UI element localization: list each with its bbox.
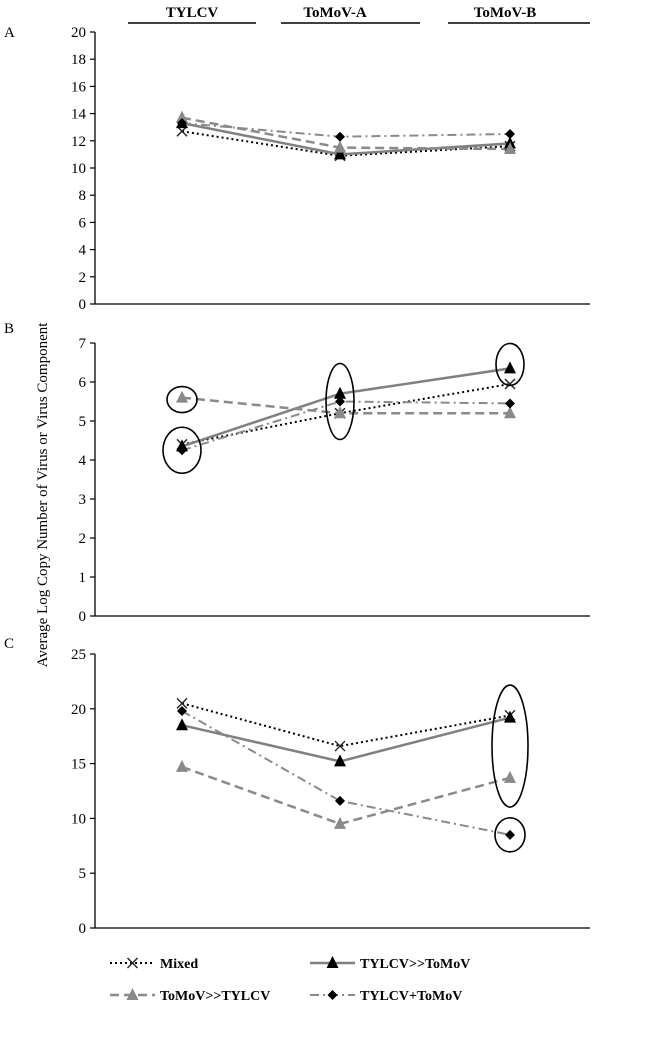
panel-a-point-ty_to-1	[334, 147, 346, 160]
panel-a-point-plus-0	[177, 118, 187, 129]
panel-a-point-to_ty-1	[334, 140, 346, 153]
panel-c-axes: 0 5 10 15 20 25	[71, 647, 590, 937]
panel-b-ytick-label: 1	[79, 570, 87, 586]
panel-c-point-ty_to-1	[334, 754, 346, 767]
panel-a: A 0 2 4 6 8 10 12 14 16 18 20	[4, 25, 590, 313]
panel-a-axes: 0 2 4 6 8 10 12 14 16 18 20	[71, 25, 590, 313]
panel-c-point-to_ty-2	[504, 770, 516, 783]
panel-a-ytick-label: 0	[79, 297, 87, 313]
panel-b-point-to_ty-0	[176, 390, 188, 403]
panel-b-point-mixed-2-stroke	[504, 378, 516, 390]
legend: Mixed TYLCV>>ToMoV ToMoV>>TYLCV TYLCV+ToMoV	[110, 956, 470, 1004]
panel-b-highlight-ellipse	[162, 426, 202, 475]
panel-b-point-to_ty-2	[504, 406, 516, 419]
panel-b-point-plus-0	[177, 445, 187, 456]
panel-c-ytick-label: 0	[79, 921, 87, 937]
panel-b-ytick-label: 2	[79, 531, 87, 547]
panel-c-ytick-label: 15	[71, 757, 86, 773]
legend-item-mixed: Mixed	[110, 957, 198, 972]
panel-a-ytick-label: 16	[71, 79, 87, 95]
panel-c-highlight-ellipse	[491, 684, 529, 808]
panel-c-marks	[176, 684, 529, 853]
panel-b-ytick-label: 5	[79, 414, 87, 430]
legend-item-ty_to-swatch-marker	[326, 956, 339, 968]
panel-a-ytick-label: 14	[71, 107, 87, 123]
panel-a-point-to_ty-2	[504, 141, 516, 154]
panel-c-ytick-label: 5	[79, 866, 87, 882]
legend-item-plus-label: TYLCV+ToMoV	[360, 989, 462, 1004]
panel-b-point-ty_to-2	[504, 361, 516, 374]
panel-b-ytick-label: 0	[79, 609, 87, 625]
legend-item-to_ty-label: ToMoV>>TYLCV	[160, 989, 270, 1004]
legend-item-plus-swatch-marker	[327, 990, 338, 1000]
panel-b-marks	[162, 342, 525, 475]
panel-b-point-ty_to-1	[334, 386, 346, 399]
panel-a-ytick-label: 18	[71, 52, 86, 68]
legend-item-ty_to: TYLCV>>ToMoV	[310, 956, 470, 972]
panel-b-axes: 0 1 2 3 4 5 6 7	[79, 336, 590, 625]
panel-b-highlight-ellipse	[166, 385, 198, 414]
panel-c-point-ty_to-0	[176, 718, 188, 731]
panel-c-series-line-mixed	[181, 702, 511, 748]
legend-item-plus: TYLCV+ToMoV	[310, 989, 462, 1004]
panel-a-ytick-label: 8	[79, 188, 87, 204]
panel-c-point-mixed-1-stroke	[334, 740, 346, 752]
legend-item-to_ty: ToMoV>>TYLCV	[110, 988, 270, 1004]
panel-a-point-to_ty-0	[176, 110, 188, 123]
panel-b-point-plus-1	[335, 396, 345, 407]
panel-c: C 0 5 10 15 20 25	[4, 636, 590, 937]
legend-item-ty_to-label: TYLCV>>ToMoV	[360, 957, 470, 972]
header-tomov-a: ToMoV-A	[303, 5, 367, 21]
header-tomov-b: ToMoV-B	[474, 5, 537, 21]
panel-b-series-line-plus	[181, 400, 511, 452]
panel-a-ytick-label: 6	[79, 215, 87, 231]
panel-c-point-plus-2	[505, 829, 515, 840]
y-axis-label: Average Log Copy Number of Virus or Viru…	[35, 322, 51, 668]
panel-a-ytick-label: 12	[71, 134, 86, 150]
header-tylcv: TYLCV	[166, 5, 219, 21]
panel-c-point-mixed-1	[334, 740, 346, 752]
panel-b-point-plus-2	[505, 398, 515, 409]
panel-a-label: A	[4, 25, 15, 41]
panel-b-series-line-to_ty	[181, 396, 510, 415]
panel-c-point-to_ty-0	[176, 759, 188, 772]
legend-item-mixed-label: Mixed	[160, 957, 198, 972]
panel-a-series-line-plus	[181, 122, 511, 138]
panel-b-point-mixed-2	[504, 378, 516, 390]
panel-a-point-plus-2	[505, 129, 515, 139]
panel-b-ytick-label: 6	[79, 375, 87, 391]
panel-b-highlight-ellipse	[495, 342, 525, 387]
panel-c-point-plus-1	[335, 795, 345, 806]
legend-item-mixed-swatch-marker	[127, 957, 138, 969]
panel-b-ytick-label: 4	[79, 453, 87, 469]
panel-c-ytick-label: 10	[71, 811, 86, 827]
column-headers: TYLCV ToMoV-A ToMoV-B	[128, 5, 590, 24]
panel-b-highlight-ellipse	[325, 362, 355, 441]
panel-a-ytick-label: 2	[79, 270, 87, 286]
panel-c-point-plus-0	[177, 705, 187, 716]
panel-a-ytick-label: 10	[71, 161, 86, 177]
panel-a-ytick-label: 20	[71, 25, 86, 41]
panel-c-label: C	[4, 636, 14, 652]
panel-b-ytick-label: 3	[79, 492, 87, 508]
panel-c-point-mixed-0-stroke	[176, 697, 188, 709]
panel-a-ytick-label: 4	[79, 243, 87, 259]
panel-c-series-line-to_ty	[181, 765, 511, 826]
panel-a-marks	[176, 110, 516, 162]
panel-c-ytick-label: 20	[71, 702, 86, 718]
panel-c-ytick-label: 25	[71, 647, 86, 663]
panel-c-point-to_ty-1	[334, 816, 346, 829]
panel-c-series-line-plus	[181, 710, 511, 836]
panel-b-ytick-label: 7	[79, 336, 87, 352]
panel-b-point-to_ty-1	[334, 406, 346, 419]
panel-b-label: B	[4, 321, 14, 337]
panel-b: B 0 1 2 3 4 5 6 7	[4, 321, 590, 625]
legend-item-to_ty-swatch-marker	[126, 988, 139, 1000]
panel-c-point-ty_to-2	[504, 710, 516, 723]
panel-c-point-mixed-0	[176, 697, 188, 709]
panel-a-point-plus-1	[335, 131, 345, 142]
panel-c-highlight-ellipse	[494, 817, 526, 853]
